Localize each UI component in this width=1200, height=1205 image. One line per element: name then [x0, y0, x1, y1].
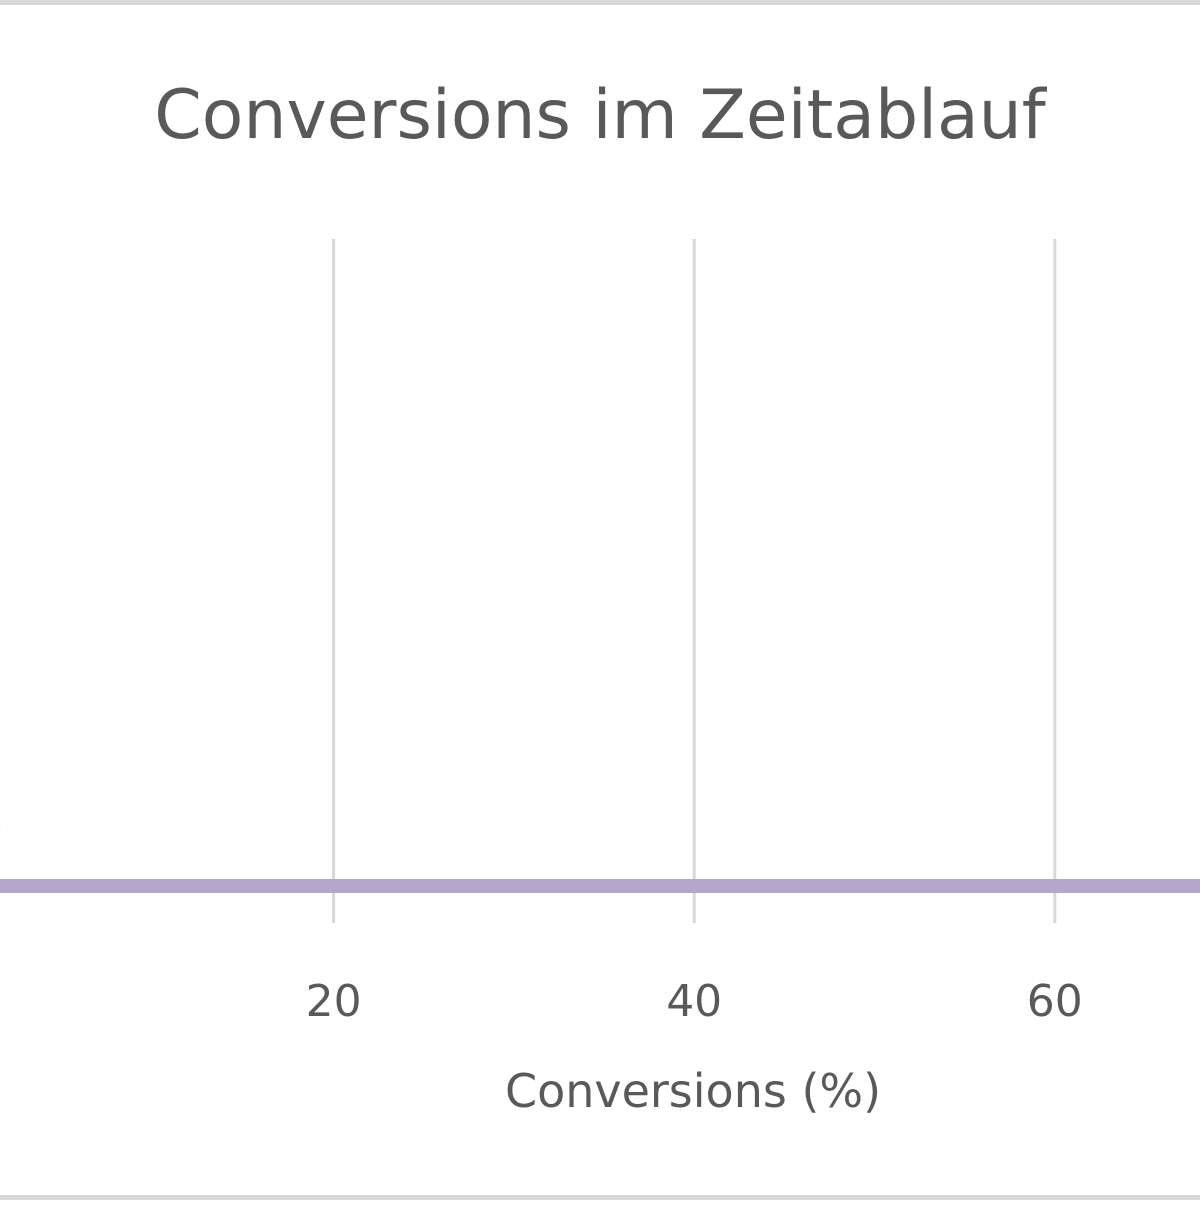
chart-title: Conversions im Zeitablauf [154, 76, 1047, 155]
x-tick-label: 60 [1027, 976, 1083, 1027]
gridlines [334, 239, 1055, 923]
bar [0, 879, 1200, 893]
x-tick-label: 40 [666, 976, 722, 1027]
chart: Conversions im Zeitablauf 20 40 60 Convers… [0, 5, 1200, 1205]
x-axis-title: Conversions (%) [505, 1064, 881, 1118]
bars [0, 765, 1200, 893]
x-tick-labels: 20 40 60 [306, 976, 1083, 1027]
x-tick-label: 20 [306, 976, 362, 1027]
